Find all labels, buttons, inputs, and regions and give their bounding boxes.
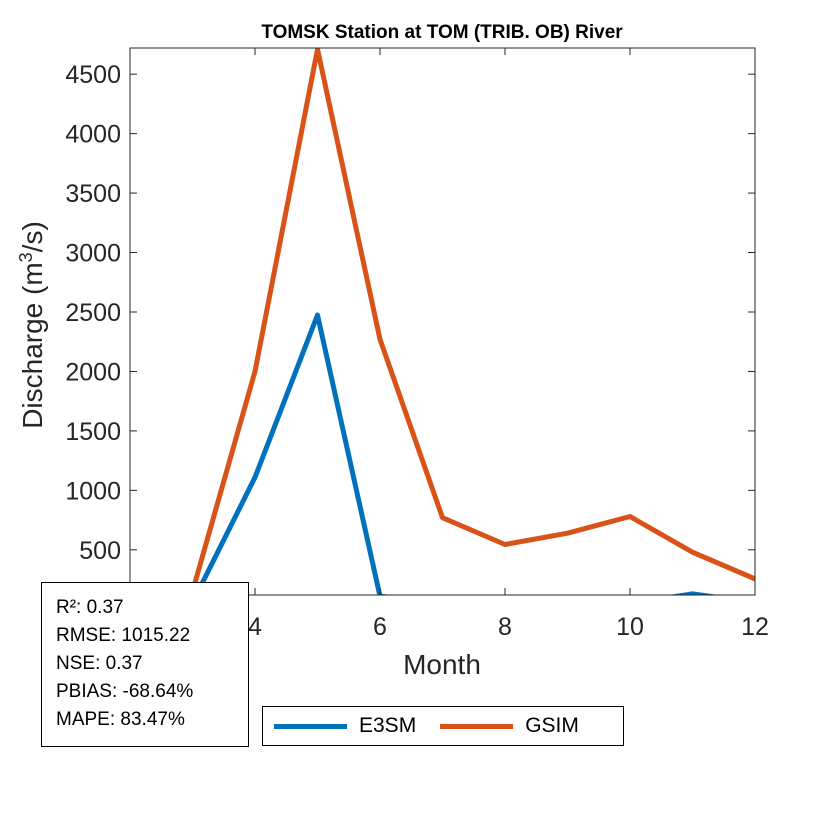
legend: E3SM GSIM (262, 706, 624, 746)
legend-item-e3sm: E3SM (274, 714, 416, 738)
legend-item-gsim: GSIM (440, 714, 579, 738)
nse-stat: NSE: 0.37 (56, 653, 143, 674)
legend-swatch-gsim (440, 723, 514, 729)
rmse-stat: RMSE: 1015.22 (56, 625, 191, 646)
y-tick-label: 1000 (65, 477, 121, 505)
y-tick-label: 4500 (65, 61, 121, 89)
y-tick-label: 3000 (65, 240, 121, 268)
axes-box (129, 47, 756, 596)
mape-stat: MAPE: 83.47% (56, 709, 185, 730)
x-tick-label: 4 (248, 613, 262, 641)
y-tick-label: 2500 (65, 299, 121, 327)
y-tick-label: 2000 (65, 358, 121, 386)
legend-label-gsim: GSIM (525, 714, 579, 737)
plot-area (130, 48, 755, 595)
y-axis-label: Discharge (m3/s) (16, 221, 48, 429)
x-tick-label: 8 (498, 613, 512, 641)
x-tick-label: 12 (741, 613, 769, 641)
legend-label-e3sm: E3SM (359, 714, 417, 737)
stats-box: R²: 0.37 RMSE: 1015.22 NSE: 0.37 PBIAS: … (41, 582, 249, 747)
y-tick-label: 4000 (65, 121, 121, 149)
chart-title: TOMSK Station at TOM (TRIB. OB) River (261, 22, 623, 43)
y-tick-label: 3500 (65, 180, 121, 208)
r2-stat: R²: 0.37 (56, 597, 124, 618)
y-tick-label: 500 (79, 537, 121, 565)
pbias-stat: PBIAS: -68.64% (56, 681, 194, 702)
legend-swatch-e3sm (274, 723, 347, 729)
x-axis-label: Month (403, 649, 481, 680)
y-tick-label: 1500 (65, 418, 121, 446)
x-tick-label: 10 (616, 613, 644, 641)
x-tick-label: 6 (373, 613, 387, 641)
